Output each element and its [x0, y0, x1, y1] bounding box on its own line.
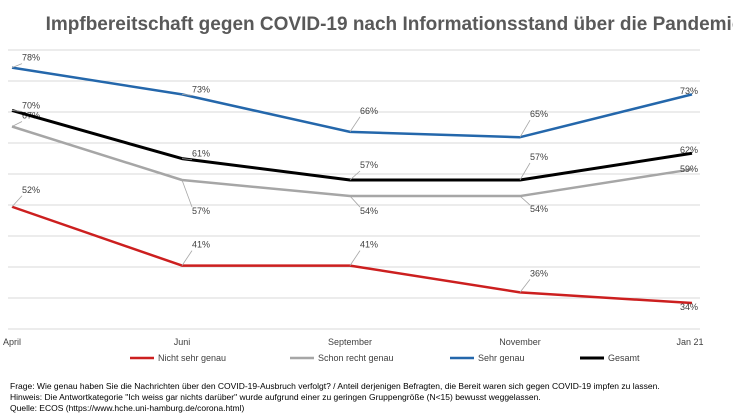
legend-label: Schon recht genau [318, 353, 394, 363]
legend-item: Sehr genau [450, 353, 525, 363]
legend-label: Nicht sehr genau [158, 353, 226, 363]
data-label: 36% [530, 268, 548, 278]
legend-item: Nicht sehr genau [130, 353, 226, 363]
data-label: 65% [530, 109, 548, 119]
data-label: 57% [192, 206, 210, 216]
leader-line [349, 170, 361, 181]
x-tick-label: Jan 21 [676, 337, 703, 347]
leader-line [11, 63, 23, 69]
data-label: 41% [360, 240, 378, 250]
chart-title: Impfbereitschaft gegen COVID-19 nach Inf… [46, 14, 733, 35]
data-label: 70% [22, 100, 40, 110]
data-label: 78% [22, 53, 40, 63]
leader-line [11, 121, 23, 127]
data-label: 59% [680, 164, 698, 174]
data-label: 61% [192, 149, 210, 159]
x-tick-label: Juni [174, 337, 191, 347]
leader-line [11, 195, 23, 208]
data-label: 57% [530, 152, 548, 162]
series-line [11, 66, 693, 139]
leader-line [181, 179, 193, 208]
leader-line [11, 110, 23, 112]
leader-line [181, 158, 193, 160]
leader-line [349, 250, 361, 266]
legend-label: Sehr genau [478, 353, 525, 363]
data-label: 62% [680, 145, 698, 155]
leader-line [181, 250, 193, 266]
data-label: 66% [360, 106, 378, 116]
x-tick-label: November [499, 337, 541, 347]
legend: Nicht sehr genau Schon recht genau Sehr ge… [130, 353, 640, 363]
data-label: 57% [360, 160, 378, 170]
x-axis-ticks: April Juni September November Jan 21 [3, 337, 704, 347]
leader-line [181, 94, 193, 96]
series-lines: 52%41% 41%36%34%67%57% 54% 54%59%78%73%66% 6… [11, 53, 698, 312]
legend-item: Schon recht genau [290, 353, 394, 363]
data-label: 41% [192, 240, 210, 250]
data-label: 73% [680, 86, 698, 96]
source-note: Quelle: ECOS (https://www.hche.uni-hambu… [10, 403, 244, 413]
leader-line [349, 195, 361, 208]
data-label: 54% [530, 204, 548, 214]
series-line [11, 125, 693, 198]
leader-line [519, 162, 531, 181]
data-label: 52% [22, 185, 40, 195]
legend-item: Gesamt [580, 353, 640, 363]
x-tick-label: April [3, 337, 21, 347]
x-tick-label: September [328, 337, 372, 347]
hint-note: Hinweis: Die Antwortkategorie "Ich weiss… [10, 392, 541, 402]
leader-line [519, 279, 531, 293]
legend-label: Gesamt [608, 353, 640, 363]
data-label: 34% [680, 302, 698, 312]
data-label: 73% [192, 84, 210, 94]
data-label: 54% [360, 206, 378, 216]
leader-line [519, 195, 531, 206]
leader-line [349, 116, 361, 133]
question-note: Frage: Wie genau haben Sie die Nachricht… [10, 381, 660, 391]
gridlines [8, 49, 700, 330]
leader-line [519, 119, 531, 138]
series-line [11, 205, 693, 305]
